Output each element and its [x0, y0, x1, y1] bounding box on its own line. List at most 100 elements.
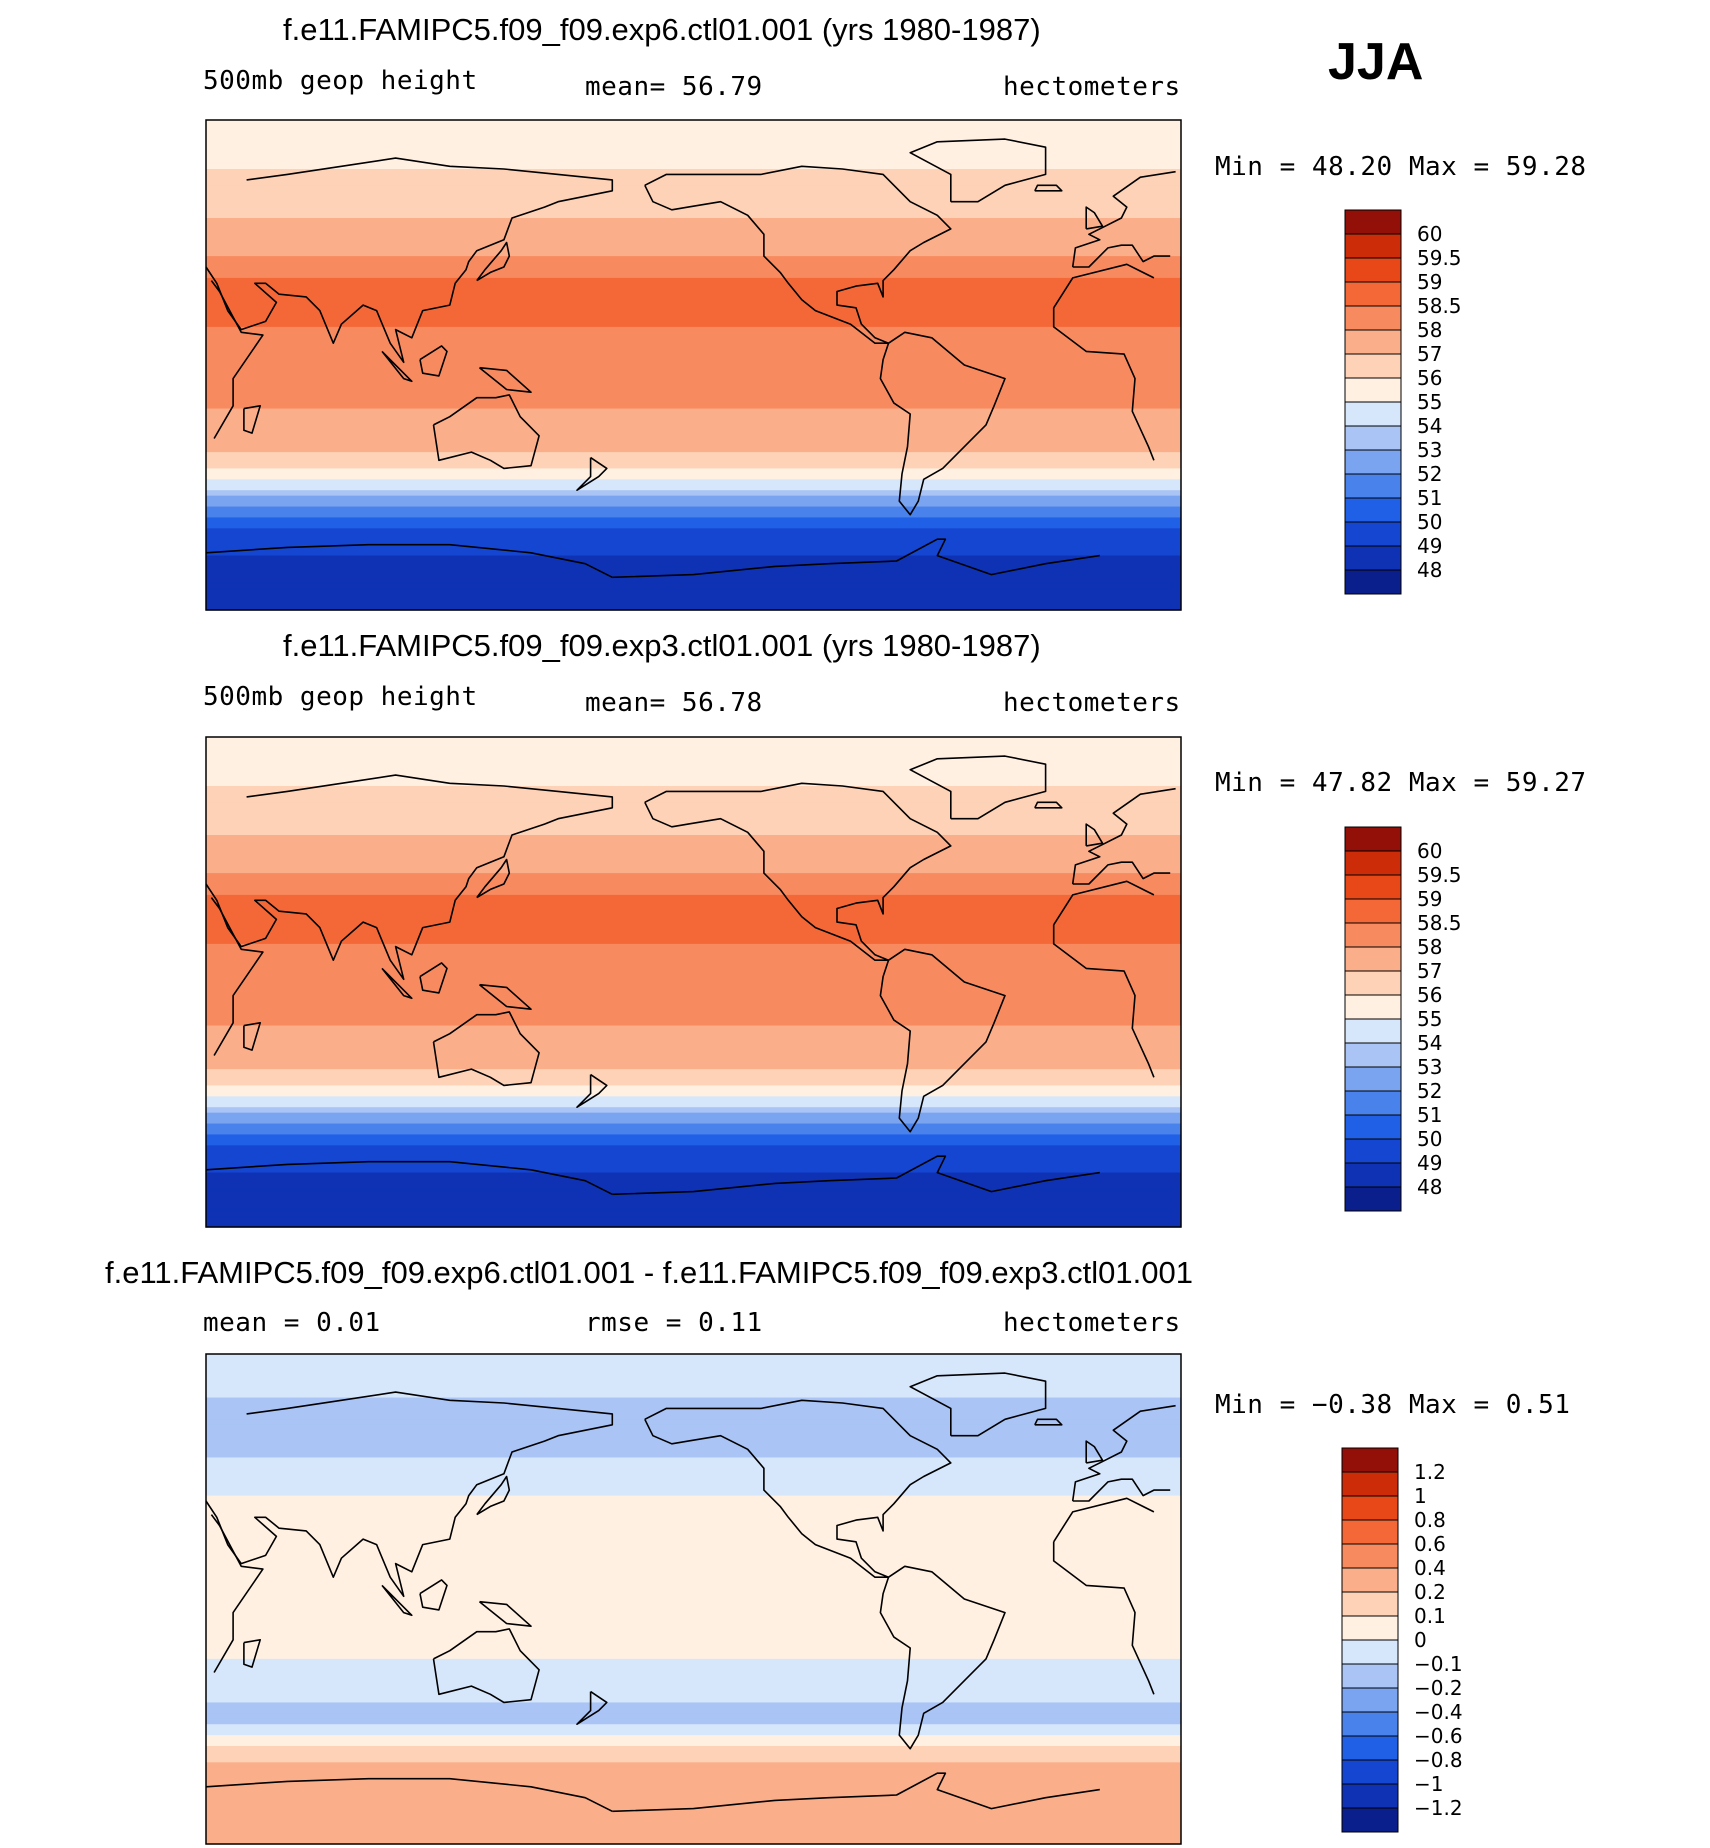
colorbar-tick-label: 1	[1414, 1484, 1427, 1508]
map-band	[206, 1713, 1181, 1720]
colorbar-tick-label: 56	[1417, 366, 1442, 390]
map-band	[206, 813, 1181, 820]
map-band	[206, 1626, 1181, 1633]
coastline	[1034, 801, 1063, 809]
colorbar-box	[1344, 353, 1402, 379]
map-band	[206, 1210, 1181, 1217]
map-band	[206, 1112, 1181, 1119]
map-band	[206, 310, 1181, 317]
colorbar-box	[1344, 449, 1402, 475]
map-band	[206, 1479, 1181, 1486]
map-band	[206, 468, 1181, 475]
map-band	[206, 1221, 1181, 1228]
map-band	[206, 1441, 1181, 1448]
map-band	[206, 982, 1181, 989]
map-band	[206, 1359, 1181, 1366]
colorbar-tick-label: 50	[1417, 510, 1442, 534]
map-band	[206, 1795, 1181, 1802]
panel2-mean-label: mean= 56.78	[585, 688, 763, 718]
map-band	[206, 424, 1181, 431]
map-band	[206, 441, 1181, 448]
map-band	[206, 1156, 1181, 1163]
map-band	[206, 196, 1181, 203]
map-band	[206, 1577, 1181, 1584]
colorbar-box	[1344, 401, 1402, 427]
map-band	[206, 604, 1181, 611]
colorbar-box	[1344, 1090, 1402, 1116]
colorbar-tick-label: 57	[1417, 342, 1442, 366]
map-band	[206, 473, 1181, 480]
map-band	[206, 1354, 1181, 1361]
coastline	[909, 138, 1047, 203]
colorbar-box	[1341, 1735, 1399, 1761]
map-band	[206, 1756, 1181, 1763]
colorbar-box	[1344, 1042, 1402, 1068]
map-band	[206, 288, 1181, 295]
map-frame	[205, 119, 1182, 611]
map-band	[206, 840, 1181, 847]
map-band	[206, 1107, 1181, 1114]
map-band	[206, 1172, 1181, 1179]
colorbar-tick-label: 59.5	[1417, 246, 1462, 270]
map-band	[206, 218, 1181, 225]
colorbar-box	[1344, 922, 1402, 948]
map-band	[206, 829, 1181, 836]
colorbar-box	[1344, 233, 1402, 259]
map-band	[206, 1582, 1181, 1589]
map-band	[206, 1506, 1181, 1513]
map-band	[206, 791, 1181, 798]
map-band	[206, 1036, 1181, 1043]
coastline	[205, 1391, 614, 1598]
coastline	[205, 1777, 613, 1813]
map-band	[206, 1063, 1181, 1070]
map-band	[206, 862, 1181, 869]
map-band	[206, 1167, 1181, 1174]
map-band	[206, 1118, 1181, 1125]
coastline	[1034, 1418, 1063, 1426]
colorbar-tick-label: 48	[1417, 1175, 1442, 1199]
colorbar-tick-label: 1.2	[1414, 1460, 1446, 1484]
colorbar-tick-label: 60	[1417, 222, 1442, 246]
map-band	[206, 582, 1181, 589]
map-band	[206, 1096, 1181, 1103]
colorbar-tick-label: 55	[1417, 1007, 1442, 1031]
coastline	[1071, 170, 1176, 268]
colorbar-tick-label: −0.6	[1414, 1724, 1463, 1748]
map-band	[206, 343, 1181, 350]
colorbar-box	[1344, 898, 1402, 924]
map-band	[206, 796, 1181, 803]
map-band	[206, 152, 1181, 159]
coastline	[432, 394, 540, 470]
colorbar-tick-label: −1.2	[1414, 1796, 1463, 1820]
colorbar-box	[1344, 1138, 1402, 1164]
map-band	[206, 1484, 1181, 1491]
map-band	[206, 1403, 1181, 1410]
map-band	[206, 1539, 1181, 1546]
map-band	[206, 818, 1181, 825]
map-band	[206, 1074, 1181, 1081]
map-band	[206, 501, 1181, 508]
map-band	[206, 1183, 1181, 1190]
coastline	[478, 1600, 532, 1628]
map-band	[206, 1648, 1181, 1655]
map-band	[206, 397, 1181, 404]
coastline	[576, 1690, 608, 1726]
map-band	[206, 1364, 1181, 1371]
coastline	[1072, 1478, 1171, 1502]
panel2-units-label: hectometers	[1003, 688, 1181, 718]
map-band	[206, 479, 1181, 486]
map-band	[206, 845, 1181, 852]
map-band	[206, 250, 1181, 257]
map-band	[206, 228, 1181, 235]
map-band	[206, 1058, 1181, 1065]
colorbar-box	[1344, 970, 1402, 996]
map-band	[206, 1773, 1181, 1780]
map-band	[206, 786, 1181, 793]
map-band	[206, 163, 1181, 170]
map-band	[206, 1123, 1181, 1130]
coastline	[476, 1475, 511, 1516]
colorbar-box	[1344, 1114, 1402, 1140]
map-band	[206, 452, 1181, 459]
